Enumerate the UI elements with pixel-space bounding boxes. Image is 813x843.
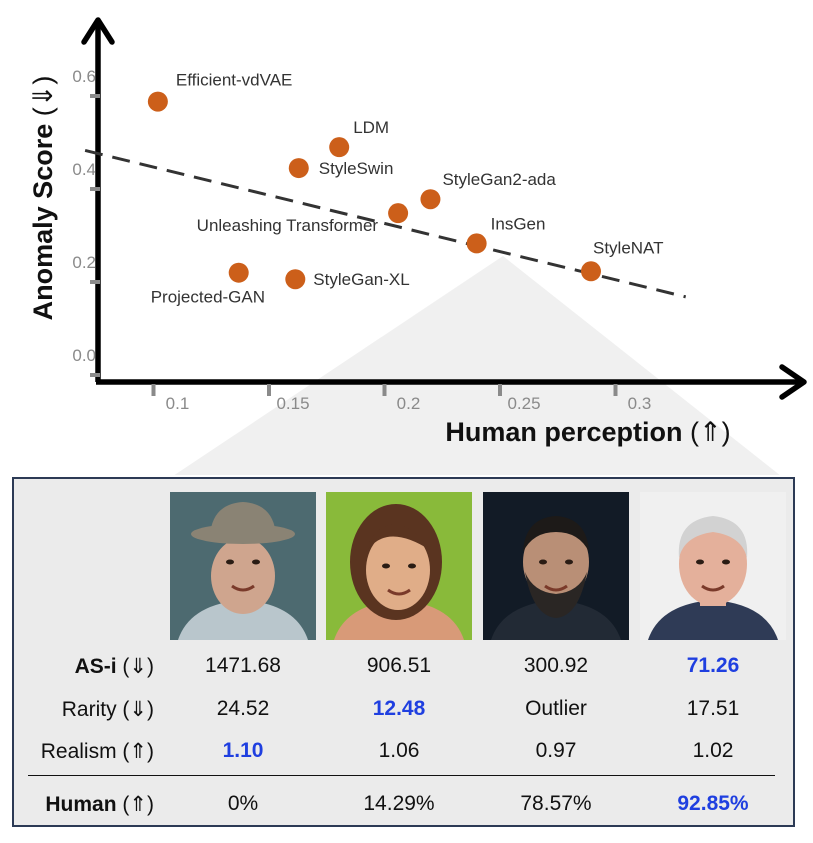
table-cell: 300.92 <box>523 654 589 677</box>
row-label: Human (⇑) <box>14 792 154 817</box>
point-unleashing-transformer <box>388 203 409 224</box>
point-label-efficient-vdvae: Efficient-vdVAE <box>176 71 293 90</box>
table-cell: 1.10 <box>222 739 264 762</box>
y-axis-title-text: Anomaly Score <box>28 124 58 321</box>
row-direction-arrow: (⇑) <box>116 740 154 763</box>
sample-face-2 <box>326 492 472 640</box>
point-label-stylenat: StyleNAT <box>593 238 664 257</box>
row-label-bold: AS-i <box>74 655 117 678</box>
x-tick-label: 0.3 <box>628 394 652 413</box>
x-tick-label: 0.1 <box>166 394 190 413</box>
table-cell: 1.06 <box>378 739 420 762</box>
face-young-woman-portrait <box>326 492 472 640</box>
y-axis-arrowhead <box>81 17 115 45</box>
y-tick-label: 0.4 <box>72 160 96 179</box>
x-axis-arrow: (⇑) <box>690 417 731 447</box>
row-label: Realism (⇑) <box>14 739 154 764</box>
x-tick-label: 0.2 <box>397 394 421 413</box>
table-cell: 1471.68 <box>205 654 281 677</box>
x-axis-title-text: Human perception <box>445 417 682 447</box>
point-stylegan-xl <box>285 269 306 290</box>
row-direction-arrow: (⇓) <box>116 655 154 678</box>
zoom-funnel <box>174 256 780 475</box>
point-label-stylegan-xl: StyleGan-XL <box>313 270 409 289</box>
row-label: Rarity (⇓) <box>14 697 154 722</box>
row-label: AS-i (⇓) <box>14 654 154 679</box>
sample-comparison-table: AS-i (⇓) 1471.68 906.51 300.92 71.26 Rarity (… <box>12 477 795 827</box>
table-cell: 92.85% <box>677 792 749 815</box>
face-gray-haired-man-portrait <box>640 492 786 640</box>
table-cell: 1.02 <box>692 739 734 762</box>
x-axis-title: Human perception (⇑) <box>445 417 730 447</box>
point-efficient-vdvae <box>147 91 168 112</box>
y-axis-arrow: (⇓) <box>28 76 58 117</box>
x-tick-label: 0.15 <box>276 394 309 413</box>
sample-face-4 <box>640 492 786 640</box>
scatter-chart: 0.0 0.2 0.4 0.6 0.1 0.15 0.2 0.25 0.3 Efficient… <box>28 17 807 475</box>
table-cell: Outlier <box>525 697 587 720</box>
table-cell: 12.48 <box>372 697 426 720</box>
point-styleswin <box>288 158 309 179</box>
x-tick-label: 0.25 <box>507 394 540 413</box>
point-label-styleswin: StyleSwin <box>319 159 394 178</box>
point-label-ldm: LDM <box>353 118 389 137</box>
table-cell: 14.29% <box>363 792 435 815</box>
point-insgen <box>466 233 487 254</box>
point-ldm <box>329 137 350 158</box>
table-cell: 17.51 <box>686 697 740 720</box>
y-tick-label: 0.0 <box>72 346 96 365</box>
table-cell: 24.52 <box>216 697 270 720</box>
y-axis-title: Anomaly Score (⇓) <box>28 76 58 321</box>
table-divider <box>28 775 775 776</box>
row-direction-arrow: (⇑) <box>116 793 154 816</box>
table-cell: 0.97 <box>535 739 577 762</box>
face-hat-man-portrait <box>170 492 316 640</box>
y-tick-label: 0.6 <box>72 67 96 86</box>
row-label-bold: Human <box>45 793 117 816</box>
table-cell: 71.26 <box>686 654 740 677</box>
point-stylenat <box>580 261 601 282</box>
point-stylegan2-ada <box>420 189 441 210</box>
sample-face-1 <box>170 492 316 640</box>
row-label-text: Rarity <box>61 698 117 721</box>
point-projected-gan <box>228 262 249 283</box>
sample-face-3 <box>483 492 629 640</box>
table-cell: 0% <box>227 792 259 815</box>
row-label-text: Realism <box>40 740 117 763</box>
point-label-unleashing-transformer: Unleashing Transformer <box>197 216 379 235</box>
point-label-projected-gan: Projected-GAN <box>151 288 265 307</box>
table-cell: 78.57% <box>520 792 592 815</box>
point-label-stylegan2-ada: StyleGan2-ada <box>442 170 556 189</box>
table-cell: 906.51 <box>366 654 432 677</box>
row-direction-arrow: (⇓) <box>116 698 154 721</box>
face-bearded-man-portrait <box>483 492 629 640</box>
x-axis-arrowhead <box>779 364 807 400</box>
point-label-insgen: InsGen <box>491 214 546 233</box>
y-tick-label: 0.2 <box>72 253 96 272</box>
